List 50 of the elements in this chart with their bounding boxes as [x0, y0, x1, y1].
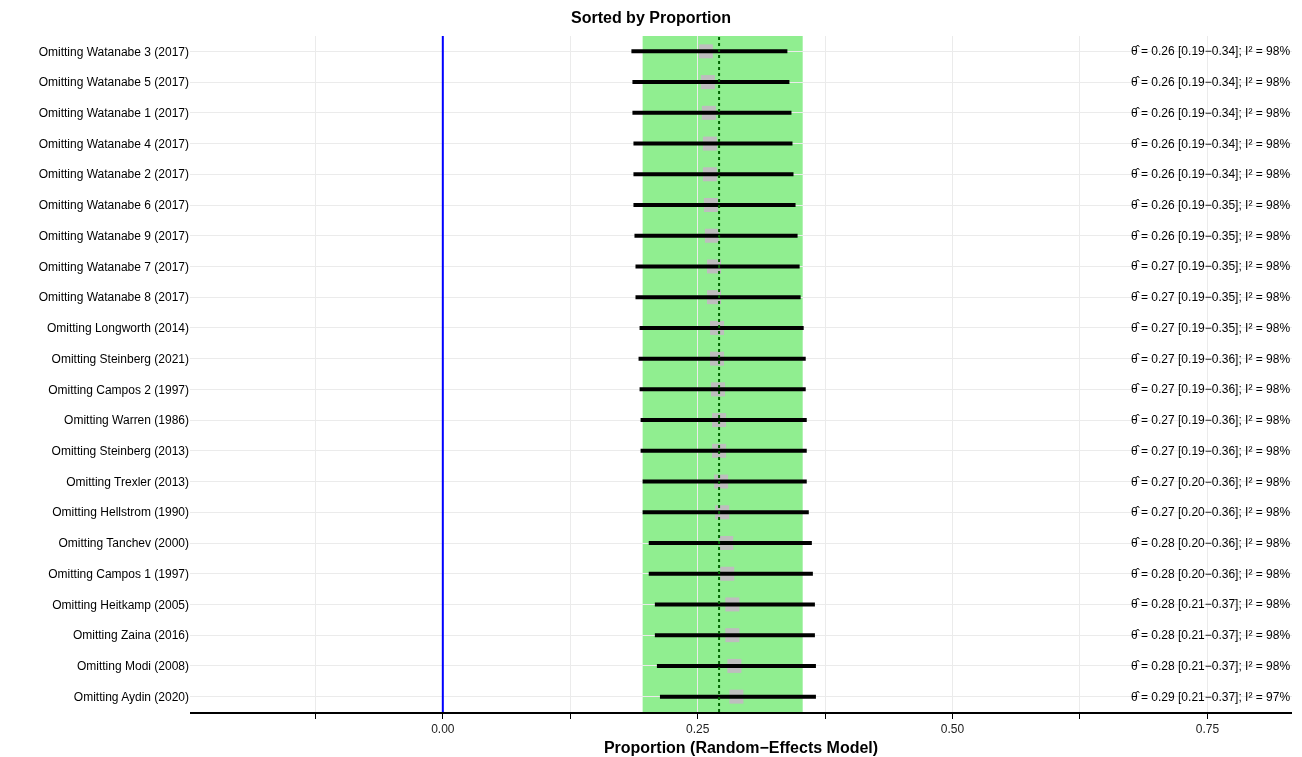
annotation: θ̂ = 0.28 [0.20−0.36]; I² = 98% [1131, 567, 1291, 581]
y-tick-label: Omitting Longworth (2014) [46, 321, 189, 336]
y-tick-label: Omitting Warren (1986) [64, 413, 189, 428]
annotation: θ̂ = 0.28 [0.20−0.36]; I² = 98% [1131, 536, 1291, 550]
annotation: θ̂ = 0.26 [0.19−0.34]; I² = 98% [1131, 167, 1291, 181]
annotation: θ̂ = 0.27 [0.20−0.36]; I² = 98% [1131, 505, 1291, 519]
x-tick-label: 0.00 [431, 722, 455, 737]
annotation: θ̂ = 0.26 [0.19−0.34]; I² = 98% [1131, 106, 1291, 120]
annotation: θ̂ = 0.28 [0.21−0.37]; I² = 98% [1131, 628, 1291, 642]
annotation: θ̂ = 0.26 [0.19−0.34]; I² = 98% [1131, 137, 1291, 151]
y-tick-label: Omitting Aydin (2020) [73, 689, 189, 704]
annotation: θ̂ = 0.27 [0.19−0.35]; I² = 98% [1131, 290, 1291, 304]
x-tick-label: 0.25 [685, 722, 710, 737]
y-tick-label: Omitting Watanabe 8 (2017) [38, 290, 189, 305]
x-axis-title: Proportion (Random−Effects Model) [603, 738, 879, 756]
annotation: θ̂ = 0.27 [0.20−0.36]; I² = 98% [1131, 475, 1291, 489]
y-tick-label: Omitting Heitkamp (2005) [52, 597, 189, 612]
annotation: θ̂ = 0.26 [0.19−0.35]; I² = 98% [1131, 198, 1291, 212]
annotation: θ̂ = 0.27 [0.19−0.35]; I² = 98% [1131, 321, 1291, 335]
chart-title: Sorted by Proportion [571, 8, 731, 26]
y-tick-label: Omitting Steinberg (2013) [51, 444, 189, 459]
annotation: θ̂ = 0.28 [0.21−0.37]; I² = 98% [1131, 597, 1291, 611]
annotation: θ̂ = 0.27 [0.19−0.36]; I² = 98% [1131, 413, 1291, 427]
annotation: θ̂ = 0.27 [0.19−0.36]; I² = 98% [1131, 444, 1291, 458]
annotation: θ̂ = 0.27 [0.19−0.36]; I² = 98% [1131, 382, 1291, 396]
y-tick-label: Omitting Campos 2 (1997) [48, 382, 189, 397]
y-tick-label: Omitting Watanabe 4 (2017) [38, 136, 189, 151]
y-tick-label: Omitting Zaina (2016) [72, 628, 189, 643]
y-tick-label: Omitting Watanabe 2 (2017) [38, 167, 189, 182]
y-tick-label: Omitting Watanabe 5 (2017) [38, 75, 189, 90]
y-tick-label: Omitting Watanabe 7 (2017) [38, 259, 189, 274]
y-tick-label: Omitting Steinberg (2021) [51, 351, 189, 366]
y-tick-label: Omitting Watanabe 3 (2017) [38, 44, 189, 59]
y-tick-label: Omitting Hellstrom (1990) [52, 505, 189, 520]
annotation: θ̂ = 0.29 [0.21−0.37]; I² = 97% [1131, 690, 1291, 704]
annotation: θ̂ = 0.28 [0.21−0.37]; I² = 98% [1131, 659, 1291, 673]
x-tick-label: 0.75 [1195, 722, 1220, 737]
annotation: θ̂ = 0.26 [0.19−0.34]; I² = 98% [1131, 75, 1291, 89]
y-tick-label: Omitting Modi (2008) [76, 659, 189, 674]
y-tick-label: Omitting Trexler (2013) [66, 474, 189, 489]
y-tick-label: Omitting Watanabe 9 (2017) [38, 228, 189, 243]
y-tick-label: Omitting Watanabe 6 (2017) [38, 198, 189, 213]
annotation: θ̂ = 0.26 [0.19−0.35]; I² = 98% [1131, 229, 1291, 243]
y-tick-label: Omitting Campos 1 (1997) [48, 566, 189, 581]
annotation: θ̂ = 0.26 [0.19−0.34]; I² = 98% [1131, 44, 1291, 58]
y-tick-label: Omitting Tanchev (2000) [58, 536, 189, 551]
annotation: θ̂ = 0.27 [0.19−0.36]; I² = 98% [1131, 352, 1291, 366]
annotation: θ̂ = 0.27 [0.19−0.35]; I² = 98% [1131, 259, 1291, 273]
y-tick-label: Omitting Watanabe 1 (2017) [38, 106, 189, 121]
x-tick-label: 0.50 [940, 722, 965, 737]
